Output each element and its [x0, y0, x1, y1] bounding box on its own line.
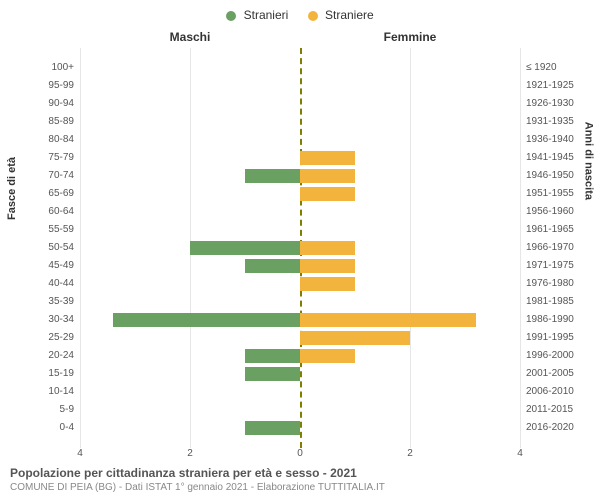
x-tick-label: 4 [505, 448, 535, 459]
y-label-age: 80-84 [0, 131, 74, 149]
y-label-age: 65-69 [0, 185, 74, 203]
y-label-birth: 1941-1945 [526, 149, 598, 167]
age-row [80, 167, 520, 185]
legend-label-female: Straniere [325, 8, 374, 22]
age-row [80, 203, 520, 221]
y-label-birth: 1921-1925 [526, 77, 598, 95]
y-label-age: 55-59 [0, 221, 74, 239]
legend: Stranieri Straniere [0, 8, 600, 22]
legend-dot-male [226, 11, 236, 21]
bar-female [300, 187, 355, 201]
bar-female [300, 331, 410, 345]
y-label-birth: 1936-1940 [526, 131, 598, 149]
bar-male [113, 313, 300, 327]
age-row [80, 221, 520, 239]
bar-male [245, 421, 300, 435]
bar-female [300, 313, 476, 327]
grid-line [520, 48, 521, 448]
y-label-birth: 1981-1985 [526, 293, 598, 311]
bar-male [245, 259, 300, 273]
y-label-age: 0-4 [0, 419, 74, 437]
y-label-age: 85-89 [0, 113, 74, 131]
y-label-birth: 1996-2000 [526, 347, 598, 365]
plot-area [80, 48, 520, 448]
y-label-age: 30-34 [0, 311, 74, 329]
y-label-birth: 1976-1980 [526, 275, 598, 293]
y-label-age: 50-54 [0, 239, 74, 257]
y-label-age: 60-64 [0, 203, 74, 221]
age-row [80, 383, 520, 401]
y-label-age: 90-94 [0, 95, 74, 113]
bar-male [190, 241, 300, 255]
age-row [80, 185, 520, 203]
y-label-birth: 1961-1965 [526, 221, 598, 239]
y-label-birth: 1986-1990 [526, 311, 598, 329]
legend-label-male: Stranieri [244, 8, 289, 22]
bar-male [245, 169, 300, 183]
age-row [80, 401, 520, 419]
y-label-birth: 1951-1955 [526, 185, 598, 203]
x-tick-label: 0 [285, 448, 315, 459]
age-row [80, 131, 520, 149]
y-label-age: 25-29 [0, 329, 74, 347]
y-label-age: 95-99 [0, 77, 74, 95]
y-label-age: 70-74 [0, 167, 74, 185]
y-label-age: 35-39 [0, 293, 74, 311]
y-label-birth: 1956-1960 [526, 203, 598, 221]
y-label-age: 75-79 [0, 149, 74, 167]
y-label-age: 15-19 [0, 365, 74, 383]
age-row [80, 239, 520, 257]
bar-male [245, 367, 300, 381]
x-tick-label: 2 [175, 448, 205, 459]
legend-dot-female [308, 11, 318, 21]
column-header-female: Femmine [300, 30, 520, 44]
y-label-age: 100+ [0, 59, 74, 77]
y-label-birth: 2016-2020 [526, 419, 598, 437]
y-label-birth: 1991-1995 [526, 329, 598, 347]
bar-female [300, 349, 355, 363]
bar-female [300, 169, 355, 183]
age-row [80, 77, 520, 95]
column-header-male: Maschi [80, 30, 300, 44]
y-label-age: 10-14 [0, 383, 74, 401]
age-row [80, 257, 520, 275]
y-label-birth: 2001-2005 [526, 365, 598, 383]
age-row [80, 329, 520, 347]
y-label-age: 45-49 [0, 257, 74, 275]
age-row [80, 95, 520, 113]
bar-female [300, 151, 355, 165]
age-row [80, 59, 520, 77]
age-row [80, 311, 520, 329]
y-label-birth: 1966-1970 [526, 239, 598, 257]
legend-item-female: Straniere [308, 8, 374, 22]
x-tick-label: 2 [395, 448, 425, 459]
y-label-birth: 2006-2010 [526, 383, 598, 401]
y-label-birth: 1931-1935 [526, 113, 598, 131]
y-label-age: 40-44 [0, 275, 74, 293]
age-row [80, 275, 520, 293]
chart-title: Popolazione per cittadinanza straniera p… [10, 466, 357, 480]
x-tick-label: 4 [65, 448, 95, 459]
age-row [80, 113, 520, 131]
legend-item-male: Stranieri [226, 8, 288, 22]
age-row [80, 347, 520, 365]
age-row [80, 149, 520, 167]
bar-female [300, 259, 355, 273]
y-label-age: 20-24 [0, 347, 74, 365]
bar-female [300, 277, 355, 291]
bar-male [245, 349, 300, 363]
age-row [80, 419, 520, 437]
y-label-birth: 1971-1975 [526, 257, 598, 275]
y-label-age: 5-9 [0, 401, 74, 419]
age-row [80, 365, 520, 383]
age-row [80, 293, 520, 311]
y-label-birth: ≤ 1920 [526, 59, 598, 77]
y-label-birth: 1926-1930 [526, 95, 598, 113]
y-label-birth: 2011-2015 [526, 401, 598, 419]
y-label-birth: 1946-1950 [526, 167, 598, 185]
population-pyramid-chart: Stranieri Straniere Maschi Femmine Fasce… [0, 0, 600, 500]
bar-female [300, 241, 355, 255]
chart-subtitle: COMUNE DI PEIA (BG) - Dati ISTAT 1° genn… [10, 482, 385, 493]
